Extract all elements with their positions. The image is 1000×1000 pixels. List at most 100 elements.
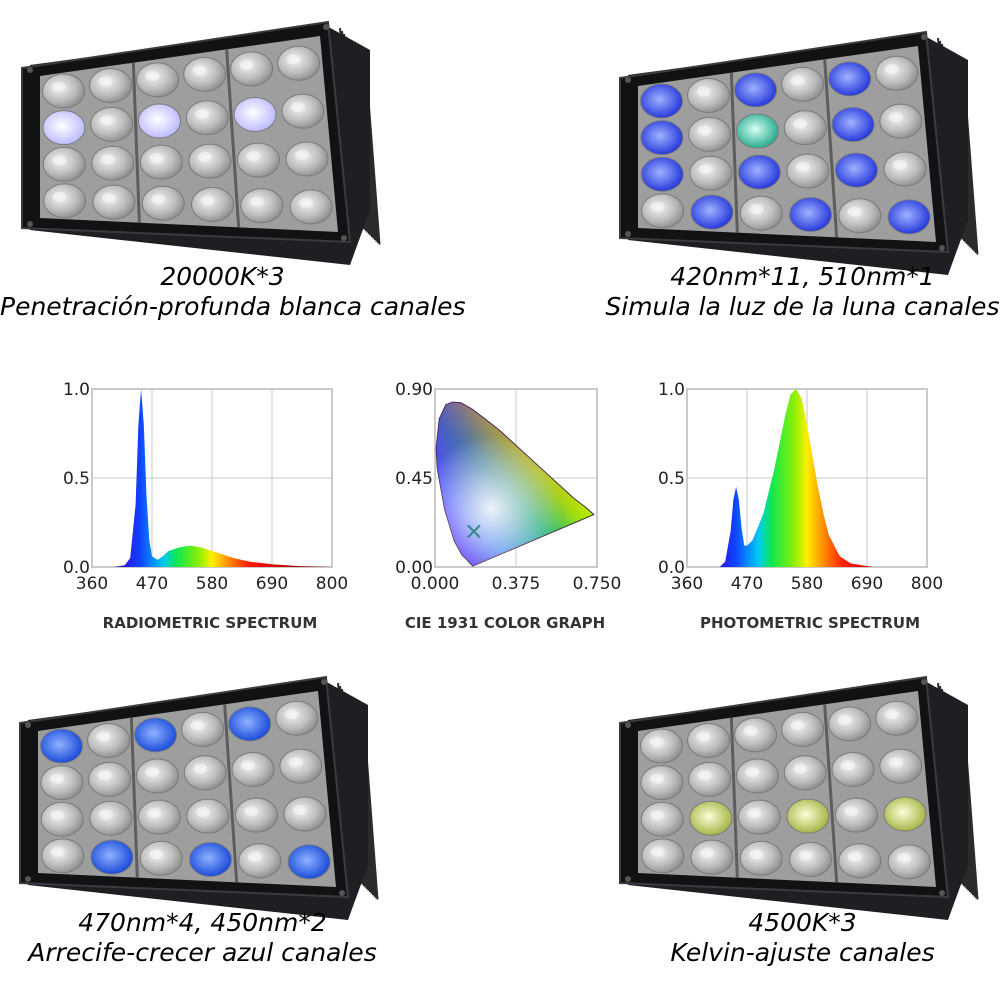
y-tick-label: 1.0 — [658, 380, 685, 400]
cie-1931-chart: 0.000 0.375 0.750 0.00 0.45 0.90 — [380, 375, 630, 600]
led-lens-lit — [137, 103, 181, 139]
caption-line2: Kelvin-ajuste canales — [670, 938, 935, 967]
led-lens — [883, 151, 927, 187]
led-lens — [40, 765, 84, 801]
led-lens — [230, 51, 274, 87]
led-lens — [89, 800, 133, 836]
led-lens — [831, 751, 875, 787]
y-tick-label: 0.0 — [658, 558, 685, 578]
fixture-kelvin-channels — [608, 665, 998, 930]
led-lens-lit — [690, 194, 734, 230]
led-lens — [781, 711, 825, 747]
led-lens — [879, 103, 923, 139]
led-lens — [240, 188, 284, 224]
led-lens — [687, 77, 731, 113]
led-lens — [238, 843, 282, 879]
led-lens — [275, 700, 319, 736]
led-lens — [42, 73, 86, 109]
caption-line2: Penetración-profunda blanca canales — [0, 292, 466, 321]
led-lens-lit — [883, 796, 927, 832]
led-lens — [136, 62, 180, 98]
led-lens — [838, 843, 882, 879]
x-tick-label: 0.375 — [492, 574, 541, 594]
led-lens — [91, 145, 135, 181]
led-lens-lit — [90, 839, 134, 875]
y-tick-label: 0.0 — [63, 558, 90, 578]
led-lens — [689, 155, 733, 191]
y-tick-label: 0.5 — [63, 469, 90, 489]
led-lens — [640, 728, 684, 764]
x-tick-label: 0.000 — [411, 574, 460, 594]
cie-1931-title: CIE 1931 COLOR GRAPH — [404, 614, 606, 632]
led-lens — [828, 706, 872, 742]
x-tick-label: 580 — [196, 574, 228, 594]
led-lens — [277, 45, 321, 81]
caption-line1: 470nm*4, 450nm*2 — [78, 908, 327, 937]
caption-line2: Simula la luz de la luna canales — [605, 292, 1000, 321]
led-lens — [90, 106, 134, 142]
led-lens-lit — [789, 196, 833, 232]
led-lens — [783, 110, 827, 146]
led-lens — [875, 700, 919, 736]
led-lens — [40, 801, 84, 837]
led-lens-lit — [640, 120, 684, 156]
led-lens — [688, 761, 732, 797]
led-lens — [640, 801, 684, 837]
led-lens-lit — [233, 96, 277, 132]
caption-kelvin-channels: 4500K*3 Kelvin-ajuste canales — [605, 908, 1000, 968]
caption-line1: 420nm*11, 510nm*1 — [670, 262, 935, 291]
x-tick-label: 690 — [851, 574, 883, 594]
led-lens — [783, 755, 827, 791]
led-lens — [838, 198, 882, 234]
led-lens-lit — [737, 154, 781, 190]
led-lens — [183, 56, 227, 92]
led-lens — [87, 722, 131, 758]
x-tick-label: 470 — [136, 574, 168, 594]
led-lens-lit — [828, 61, 872, 97]
caption-white-channels: 20000K*3 Penetración-profunda blanca can… — [0, 262, 466, 322]
led-lens — [188, 143, 232, 179]
caption-line1: 4500K*3 — [748, 908, 857, 937]
led-lens — [641, 193, 685, 229]
led-lens — [879, 748, 923, 784]
x-tick-label: 800 — [316, 574, 348, 594]
led-lens — [137, 799, 181, 835]
led-lens-lit — [42, 110, 86, 146]
led-lens-lit — [40, 728, 84, 764]
spectrum-area — [687, 389, 927, 567]
x-tick-label: 580 — [791, 574, 823, 594]
color-point-marker — [467, 524, 481, 539]
led-lens — [737, 799, 781, 835]
led-lens — [640, 765, 684, 801]
led-lens — [43, 183, 87, 219]
led-lens-lit — [834, 152, 878, 188]
x-tick-label: 470 — [731, 574, 763, 594]
led-lens — [283, 796, 327, 832]
led-lens — [687, 722, 731, 758]
y-tick-label: 0.00 — [395, 558, 433, 578]
led-lens — [231, 751, 275, 787]
led-lens — [887, 844, 931, 880]
led-lens — [183, 755, 227, 791]
led-lens-lit — [786, 798, 830, 834]
y-tick-label: 0.45 — [395, 469, 433, 489]
led-lens — [688, 116, 732, 152]
led-lens — [734, 717, 778, 753]
photometric-spectrum-chart: 360 470 580 690 800 0.0 0.5 1.0 — [645, 375, 955, 600]
led-lens-lit — [228, 706, 272, 742]
led-lens-lit — [734, 72, 778, 108]
led-lens — [181, 711, 225, 747]
caption-line2: Arrecife-crecer azul canales — [28, 938, 377, 967]
x-tick-label: 690 — [256, 574, 288, 594]
led-lens — [781, 66, 825, 102]
led-lens — [234, 797, 278, 833]
caption-moonlight-channels: 420nm*11, 510nm*1 Simula la luz de la lu… — [605, 262, 1000, 322]
led-lens-lit — [831, 106, 875, 142]
led-lens-lit — [640, 156, 684, 192]
radiometric-spectrum-title: RADIOMETRIC SPECTRUM — [102, 614, 318, 632]
x-tick-label: 0.750 — [573, 574, 622, 594]
led-lens — [41, 838, 85, 874]
x-tick-label: 800 — [911, 574, 943, 594]
led-lens — [690, 839, 734, 875]
y-tick-label: 1.0 — [63, 380, 90, 400]
